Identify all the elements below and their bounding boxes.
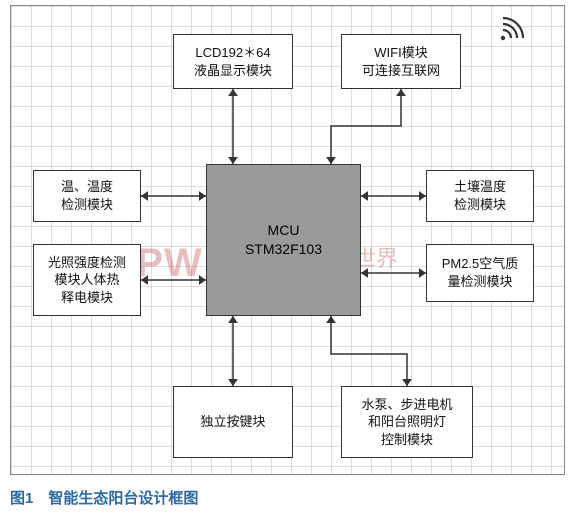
temp-label: 温、温度检测模块: [61, 178, 113, 213]
figure-caption: 图1 智能生态阳台设计框图: [10, 487, 198, 508]
diagram-canvas: EEPW 電子產品世界 .com.cn MCUSTM32F103 LCD192＊…: [10, 5, 565, 475]
keys-label: 独立按键块: [200, 413, 265, 431]
keys-module-box: 独立按键块: [173, 386, 293, 458]
temp-module-box: 温、温度检测模块: [33, 170, 141, 222]
soil-module-box: 土壤温度检测模块: [426, 170, 534, 222]
soil-label: 土壤温度检测模块: [454, 178, 506, 213]
pm25-label: PM2.5空气质量检测模块: [442, 255, 519, 290]
mcu-label: MCUSTM32F103: [245, 221, 322, 259]
wifi-module-box: WIFI模块可连接互联网: [341, 34, 461, 89]
lcd-module-box: LCD192＊64液晶显示模块: [173, 34, 293, 89]
light-module-box: 光照强度检测模块人体热释电模块: [33, 244, 141, 316]
pump-label: 水泵、步进电机和阳台照明灯控制模块: [361, 396, 452, 449]
wifi-label: WIFI模块可连接互联网: [362, 44, 440, 79]
pump-module-box: 水泵、步进电机和阳台照明灯控制模块: [341, 386, 473, 458]
wifi-icon: [499, 14, 527, 42]
light-label: 光照强度检测模块人体热释电模块: [48, 254, 126, 307]
wifi-to-mcu: [331, 89, 401, 164]
pm25-module-box: PM2.5空气质量检测模块: [426, 244, 534, 302]
pump-to-mcu: [331, 316, 407, 386]
mcu-block: MCUSTM32F103: [206, 164, 361, 316]
lcd-label: LCD192＊64液晶显示模块: [194, 44, 272, 79]
